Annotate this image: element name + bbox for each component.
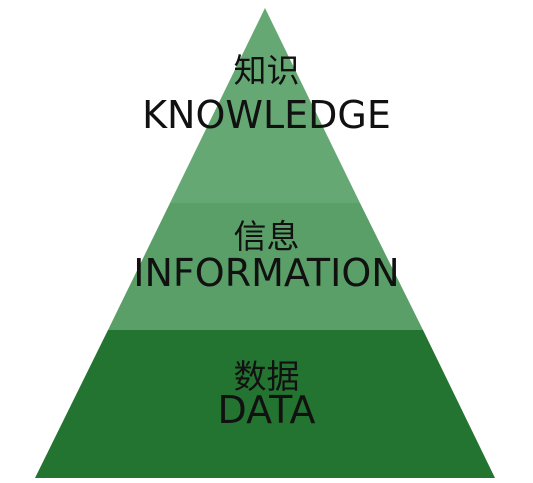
pyramid-level-knowledge [170,8,360,203]
information-chinese-label: 信息 [233,217,300,256]
data-chinese-label: 数据 [233,357,300,396]
pyramid-level-data [35,330,495,478]
information-english-label: INFORMATION [133,251,400,295]
data-english-label: DATA [217,388,316,432]
knowledge-english-label: KNOWLEDGE [142,93,391,137]
knowledge-chinese-label: 知识 [233,51,300,90]
pyramid-level-information [108,203,423,330]
